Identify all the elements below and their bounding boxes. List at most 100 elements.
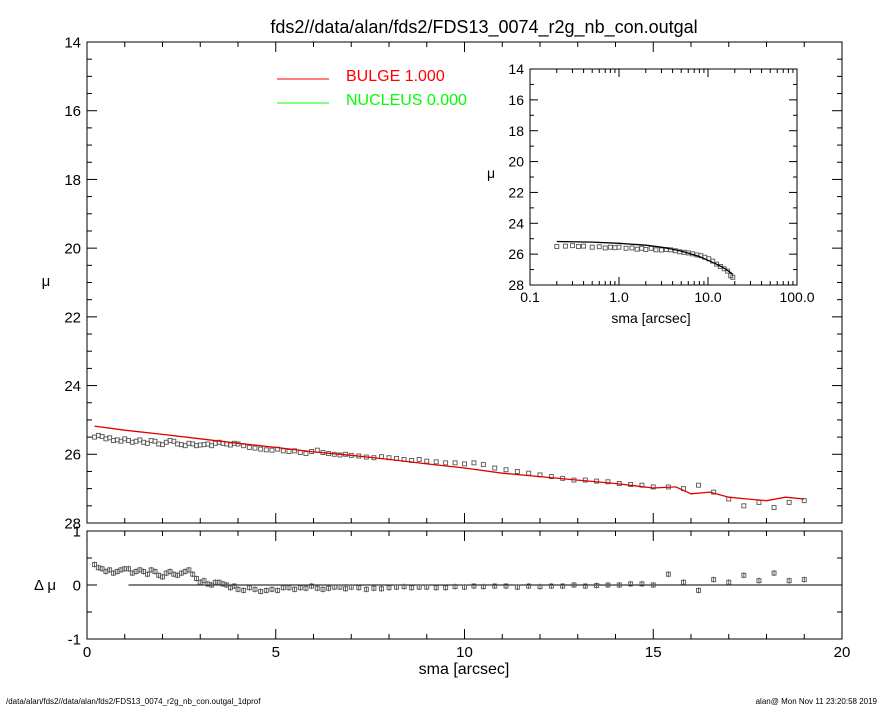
inset-data-point	[570, 243, 575, 249]
residual-data-point	[696, 587, 701, 593]
inset-frame	[529, 68, 798, 286]
residual-data-point	[201, 578, 207, 584]
legend-label-nucleus: NUCLEUS 0.000	[346, 92, 467, 109]
main-model-line	[94, 425, 805, 502]
main-ytick-label: 18	[64, 172, 81, 189]
inset-data-point	[648, 245, 654, 251]
residual-data-point	[371, 585, 377, 591]
main-data-point	[771, 505, 777, 510]
residual-data-point	[424, 584, 430, 590]
inset-ytick-label: 20	[508, 154, 524, 170]
main-data-point	[696, 482, 701, 488]
residual-data-point	[771, 570, 777, 576]
residual-data-point	[263, 587, 269, 593]
residual-data-point	[320, 586, 326, 592]
residual-y-axis-label: Δ μ	[34, 577, 56, 594]
footer-timestamp: alan@ Mon Nov 11 23:20:58 2019	[755, 697, 877, 706]
residual-data-point	[801, 577, 807, 583]
inset-data-point	[562, 243, 568, 249]
residual-data-point	[186, 567, 192, 573]
residual-data-point	[665, 571, 671, 577]
inset-data-point	[730, 274, 736, 280]
main-data-point	[514, 469, 520, 474]
main-ytick-label: 26	[64, 447, 81, 464]
inset-ytick-label: 18	[508, 123, 524, 139]
residual-data-point	[246, 585, 252, 591]
main-ytick-label: 16	[64, 103, 81, 120]
residual-data-point	[269, 586, 275, 592]
residual-data-point	[337, 584, 343, 590]
inset-panel: 0.1 1.0 10.0 100.0 14 16 18 20 22 24 26 28	[508, 61, 814, 305]
inset-data-point	[581, 243, 587, 249]
residual-data-point	[280, 585, 286, 591]
inset-xtick-label: 0.1	[520, 289, 540, 305]
residual-data-point	[650, 582, 656, 588]
inset-xtick-label: 100.0	[779, 289, 814, 305]
residual-data-point	[594, 583, 600, 588]
residual-data-point	[241, 587, 247, 593]
residual-data-point	[433, 585, 439, 591]
inset-data-point	[634, 246, 640, 252]
residual-panel: 0 5 10 15 20-101	[68, 523, 851, 661]
residual-data-point	[235, 586, 241, 592]
inset-model-line	[556, 240, 734, 275]
main-data-point	[258, 446, 264, 452]
main-data-point	[526, 470, 532, 476]
residual-data-point	[348, 584, 354, 590]
inset-data-point	[623, 245, 629, 251]
footer-file-path: /data/alan/fds2//data/alan/fds2/FDS13_00…	[6, 697, 261, 706]
main-data-point	[548, 474, 554, 480]
residual-data-point	[386, 585, 392, 591]
residual-data-point	[252, 586, 258, 592]
inset-data-point	[629, 245, 635, 251]
residual-xtick-label: 0	[83, 644, 91, 661]
residual-data-point	[492, 583, 498, 589]
inset-y-axis-label: μ	[487, 165, 495, 181]
main-data-point	[297, 450, 303, 456]
residual-data-point	[231, 583, 237, 589]
main-data-point	[650, 484, 656, 490]
main-data-point	[171, 438, 177, 444]
inset-data-point	[602, 245, 608, 251]
main-ytick-label: 28	[64, 515, 81, 532]
residual-data-point	[681, 579, 686, 585]
residual-data-point	[616, 582, 622, 588]
residual-data-point	[548, 583, 554, 589]
main-data-point	[605, 479, 611, 485]
residual-data-point	[292, 586, 298, 592]
main-data-point	[424, 458, 430, 464]
main-data-point	[152, 438, 158, 444]
residual-data-point	[331, 584, 337, 590]
main-data-point	[756, 499, 762, 505]
residual-data-point	[92, 562, 98, 567]
residual-data-point	[286, 585, 292, 591]
inset-data-point	[589, 244, 595, 250]
main-data-point	[443, 460, 449, 466]
main-data-point	[492, 465, 498, 471]
residual-data-point	[409, 585, 415, 591]
main-ytick-label: 20	[64, 241, 81, 258]
inset-ytick-label: 14	[508, 61, 524, 77]
residual-data-point	[571, 582, 577, 588]
residual-data-point	[167, 569, 173, 574]
residual-data-point	[326, 585, 332, 591]
residual-data-point	[144, 571, 150, 577]
main-ytick-label: 14	[64, 34, 81, 51]
residual-data-point	[711, 577, 717, 583]
residual-data-point	[160, 574, 165, 580]
residual-data-point	[401, 584, 407, 590]
legend-label-bulge: BULGE 1.000	[346, 68, 445, 85]
residual-data-point	[628, 581, 634, 587]
inset-data-point	[659, 247, 664, 253]
residual-data-point	[394, 584, 399, 590]
residual-data-point	[297, 585, 303, 591]
residual-data-point	[275, 587, 281, 593]
residual-xtick-label: 10	[456, 644, 473, 661]
main-data-point	[433, 459, 439, 465]
inset-xtick-label: 10.0	[694, 289, 721, 305]
main-data-point	[280, 448, 286, 454]
residual-data-point	[537, 584, 543, 590]
residual-ytick-label: 1	[73, 523, 81, 540]
inset-xtick-label: 1.0	[609, 289, 629, 305]
inset-data-point	[643, 247, 649, 252]
